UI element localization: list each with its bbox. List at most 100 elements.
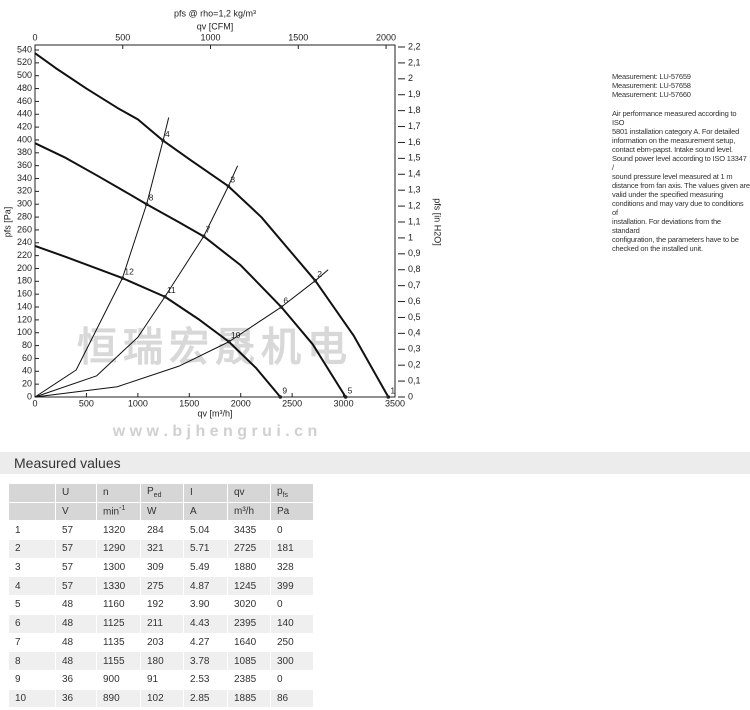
table-cell: 328 — [270, 557, 314, 578]
column-unit-sup: -1 — [119, 505, 126, 513]
y2-tick-label: 1,2 — [408, 200, 421, 210]
table-cell: 2 — [8, 539, 56, 559]
column-symbol: qv — [234, 487, 245, 499]
measurement-line: Measurement: LU-57658 — [612, 81, 691, 90]
table-cell: 1300 — [96, 557, 141, 578]
column-symbol: n — [103, 487, 109, 499]
table-cell: 5 — [8, 595, 56, 615]
column-unit: m³/h — [234, 506, 254, 518]
y2-tick-label: 1,1 — [408, 216, 421, 226]
point-label: 9 — [282, 385, 287, 395]
operating-point — [120, 276, 125, 280]
curve — [34, 117, 170, 398]
point-label: 6 — [283, 295, 288, 305]
y-tick-label: 540 — [17, 44, 32, 54]
column-symbol-sub: ed — [153, 492, 162, 500]
table-row: 10 36 890 102 2.85 1885 86 — [8, 688, 314, 709]
y-tick-label: 520 — [17, 57, 32, 67]
y-tick-label: 140 — [17, 301, 32, 311]
table-cell: 4 — [8, 576, 56, 597]
table-cell: 5.49 — [183, 557, 228, 578]
table-row: 5 48 1160 192 3.90 3020 0 — [8, 595, 314, 615]
operating-point — [278, 395, 283, 399]
x-tick-label: 2500 — [282, 398, 302, 408]
note-line: installation. For deviations from the st… — [612, 217, 721, 235]
table-row: 8 48 1155 180 3.78 1085 300 — [8, 651, 314, 671]
y2-tick-label: 0,8 — [408, 264, 421, 274]
point-label: 8 — [149, 192, 154, 202]
table-cell: 1245 — [227, 576, 271, 597]
table-cell: 284 — [140, 520, 184, 541]
x-tick-label: 3500 — [385, 398, 405, 408]
table-cell: 192 — [140, 595, 184, 615]
table-cell: 1290 — [96, 539, 141, 559]
y-tick-label: 300 — [17, 199, 32, 209]
table-cell: 399 — [270, 576, 314, 597]
y2-tick-label: 1,8 — [408, 105, 421, 115]
y2-tick-label: 0,2 — [408, 360, 421, 370]
table-cell: 250 — [270, 632, 314, 653]
table-cell: 1 — [8, 520, 56, 541]
table-cell: 3020 — [227, 595, 271, 615]
y2-tick-label: 0,6 — [408, 296, 421, 306]
table-cell: 180 — [140, 651, 184, 671]
table-cell: 36 — [55, 669, 97, 690]
table-cell: 3.78 — [183, 651, 228, 671]
table-cell: 890 — [96, 688, 141, 709]
table-row: 3 57 1300 309 5.49 1880 328 — [8, 557, 314, 578]
y2-tick-label: 0,9 — [408, 248, 421, 258]
y2-tick-label: 2,1 — [408, 57, 421, 67]
curve — [34, 52, 390, 398]
y-tick-label: 180 — [17, 276, 32, 286]
y-tick-label: 500 — [17, 70, 32, 80]
column-symbol: I — [190, 487, 193, 499]
table-cell: 36 — [55, 688, 97, 709]
y2-tick-label: 2,2 — [408, 41, 421, 51]
y-tick-label: 20 — [22, 379, 32, 389]
table-cell: 57 — [55, 557, 97, 578]
table-cell: 3 — [8, 557, 56, 578]
operating-point — [313, 278, 318, 283]
table-cell: 2.85 — [183, 688, 228, 709]
header-cell: n — [96, 483, 141, 503]
table-row: 9 36 900 91 2.53 2385 0 — [8, 669, 314, 690]
column-unit: A — [190, 506, 197, 518]
operating-point — [144, 202, 149, 207]
table-cell: 0 — [270, 520, 314, 541]
point-label: 2 — [317, 269, 322, 279]
y2-tick-label: 1,7 — [408, 121, 421, 131]
y-tick-label: 340 — [17, 173, 32, 183]
table-cell: 1885 — [227, 688, 271, 709]
table-cell: 300 — [270, 651, 314, 671]
operating-point — [201, 234, 206, 239]
y-tick-label: 220 — [17, 250, 32, 260]
table-cell: 48 — [55, 651, 97, 671]
y-tick-label: 160 — [17, 289, 32, 299]
note-line: Sound power level according to ISO 13347… — [612, 154, 747, 172]
table-cell: 91 — [140, 669, 184, 690]
header-cell — [8, 483, 56, 503]
table-cell: 181 — [270, 539, 314, 559]
x2-tick-label: 500 — [115, 32, 130, 42]
y-tick-label: 240 — [17, 237, 32, 247]
table-row: 7 48 1135 203 4.27 1640 250 — [8, 632, 314, 653]
y2-tick-label: 1,4 — [408, 169, 421, 179]
table-cell: 309 — [140, 557, 184, 578]
y-tick-label: 40 — [22, 366, 32, 376]
y-tick-label: 60 — [22, 353, 32, 363]
operating-point — [279, 305, 284, 309]
table-cell: 1320 — [96, 520, 141, 541]
operating-point — [226, 184, 231, 189]
table-cell: 0 — [270, 669, 314, 690]
table-cell: 86 — [270, 688, 314, 709]
header-cell — [8, 501, 56, 522]
table-row: 2 57 1290 321 5.71 2725 181 — [8, 539, 314, 559]
y2-tick-label: 1,6 — [408, 137, 421, 147]
y-tick-label: 120 — [17, 314, 32, 324]
note-line: distance from fan axis. The values given… — [612, 181, 750, 190]
unit-cell: min-1 — [96, 501, 141, 522]
column-symbol-sub: fs — [282, 492, 289, 500]
y2-tick-label: 1,5 — [408, 153, 421, 163]
y-tick-label: 0 — [27, 391, 32, 401]
